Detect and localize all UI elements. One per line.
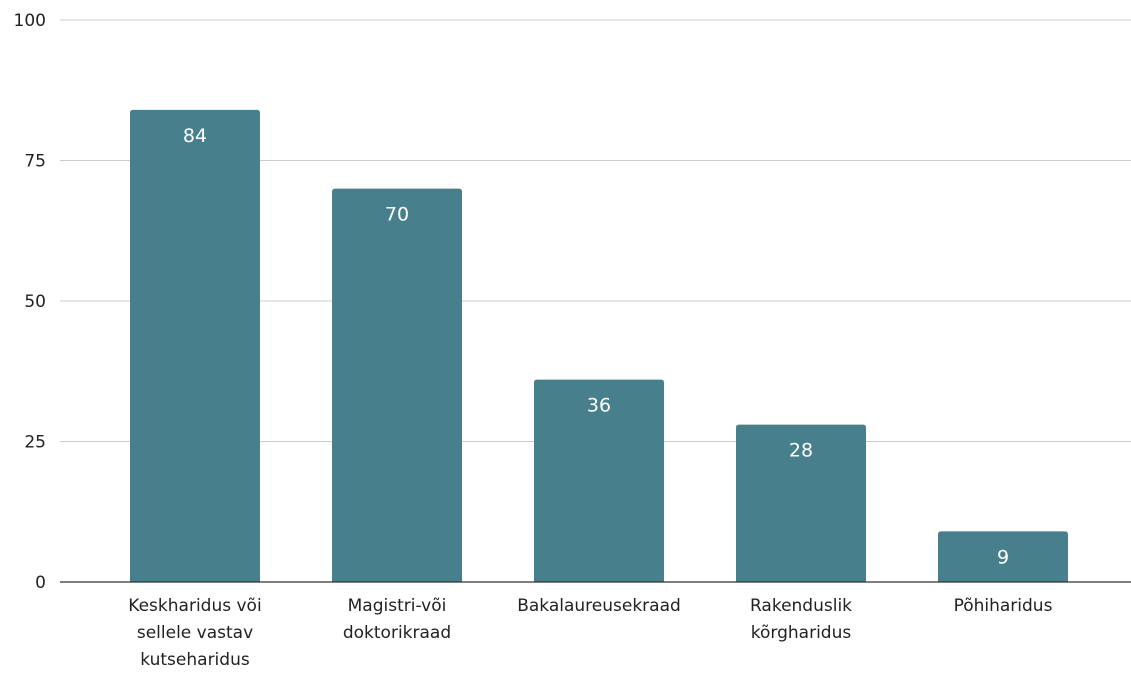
bar-data-label: 36 <box>587 395 611 417</box>
x-category-label: Keskharidus või sellele vastav kutseharidu… <box>128 596 261 670</box>
bar <box>332 188 462 582</box>
x-category-label: Bakalaureusekraad <box>517 596 681 616</box>
x-category-label-line: Magistri-või <box>348 596 447 616</box>
y-tick-label: 25 <box>24 433 46 453</box>
x-category-label: Magistri-või doktorikraad <box>343 596 451 643</box>
bar <box>534 379 664 582</box>
y-tick-label: 75 <box>24 152 46 172</box>
y-tick-label: 0 <box>35 573 46 593</box>
bar-data-label: 28 <box>789 440 813 462</box>
bars <box>130 109 1068 583</box>
y-tick-label: 100 <box>14 11 46 31</box>
x-category-label-line: sellele vastav <box>137 623 253 643</box>
x-category-label: Põhiharidus <box>954 596 1053 616</box>
bar <box>736 424 866 582</box>
x-category-label-line: kutseharidus <box>140 650 250 670</box>
x-axis-categories: Keskharidus või sellele vastav kutseharidu… <box>128 596 1052 670</box>
x-category-label-line: kõrgharidus <box>751 623 852 643</box>
bar <box>130 109 260 583</box>
x-category-label: Rakenduslik kõrgharidus <box>750 596 852 643</box>
bar-data-label: 84 <box>183 125 207 147</box>
x-category-label-line: doktorikraad <box>343 623 451 643</box>
bar <box>938 531 1068 582</box>
data-labels: 84 70 36 28 9 <box>183 125 1009 568</box>
bar-data-label: 9 <box>997 546 1009 568</box>
y-axis-ticks: 0 25 50 75 100 <box>14 11 46 593</box>
bar-data-label: 70 <box>385 204 409 226</box>
x-category-label-line: Põhiharidus <box>954 596 1053 616</box>
x-category-label-line: Keskharidus või <box>128 596 261 616</box>
x-category-label-line: Bakalaureusekraad <box>517 596 681 616</box>
x-category-label-line: Rakenduslik <box>750 596 852 616</box>
y-tick-label: 50 <box>24 292 46 312</box>
